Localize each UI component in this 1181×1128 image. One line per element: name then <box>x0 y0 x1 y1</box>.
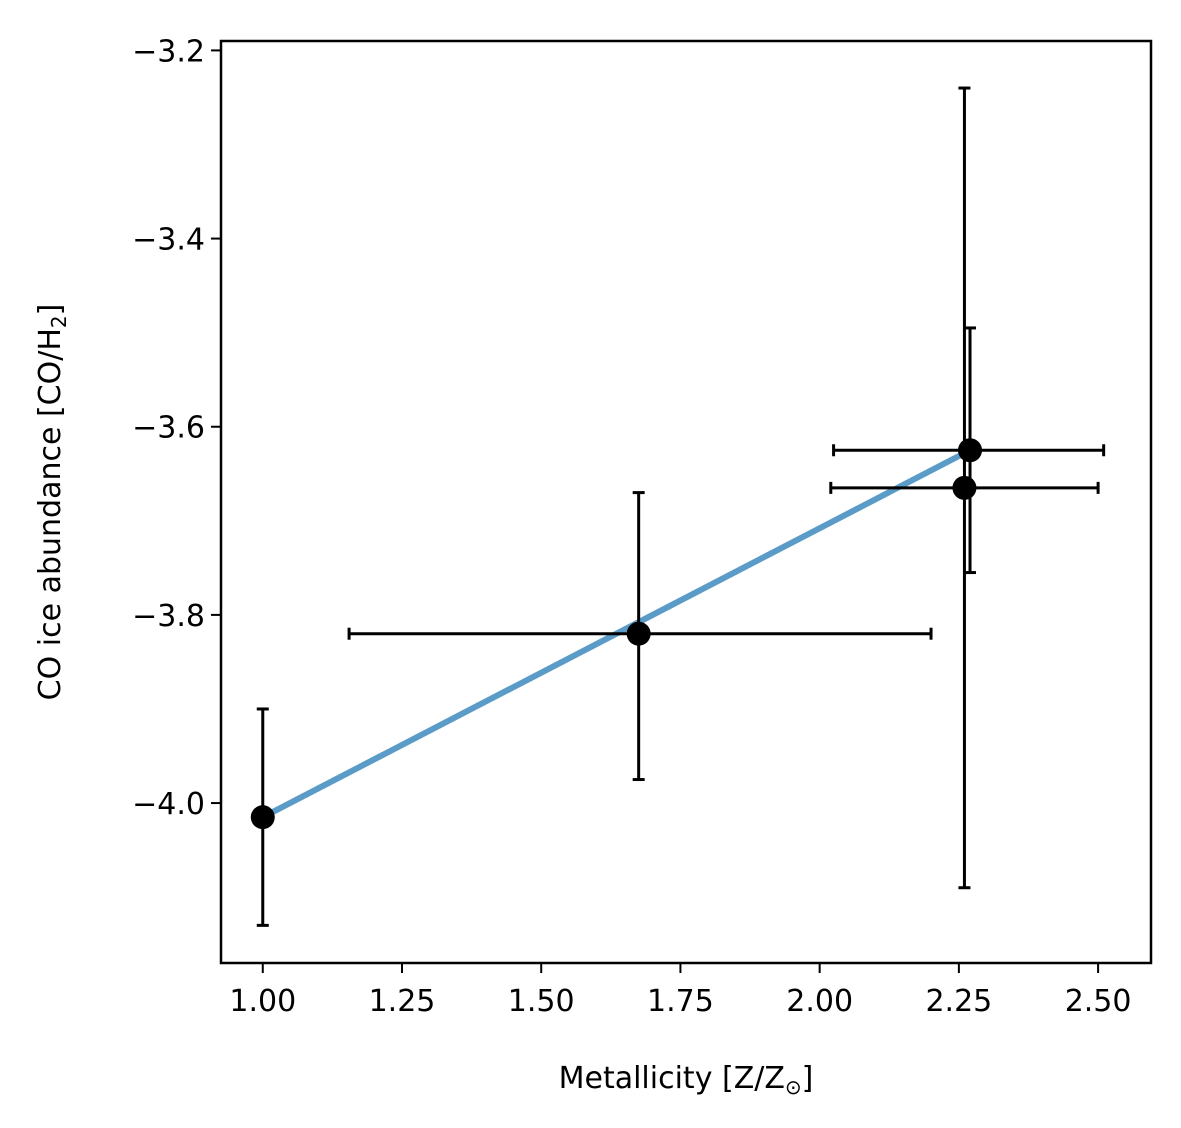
x-tick-label: 1.75 <box>647 984 714 1019</box>
y-tick-label: −3.4 <box>132 223 205 258</box>
points-layer <box>250 86 1106 927</box>
x-tick-label: 1.00 <box>229 984 296 1019</box>
point-marker <box>952 475 977 500</box>
x-tick-label: 1.50 <box>508 984 575 1019</box>
data-point <box>832 326 1106 575</box>
point-marker <box>250 805 275 830</box>
y-tick-label: −3.8 <box>132 599 205 634</box>
y-tick-label: −3.2 <box>132 34 205 69</box>
y-axis-label: CO ice abundance [CO/H2] <box>33 304 71 701</box>
point-marker <box>958 438 983 463</box>
x-axis-ticks: 1.00 1.25 1.50 1.75 2.00 2.25 2.50 <box>229 963 1131 1019</box>
x-tick-label: 1.25 <box>369 984 436 1019</box>
data-point <box>829 86 1100 890</box>
point-marker <box>626 621 651 646</box>
plot-frame <box>219 39 1153 965</box>
data-point <box>250 707 275 927</box>
data-point <box>347 491 933 782</box>
x-tick-label: 2.50 <box>1065 984 1132 1019</box>
y-tick-label: −4.0 <box>132 787 205 822</box>
y-axis-ticks: −4.0 −3.8 −3.6 −3.4 −3.2 <box>132 34 221 822</box>
x-axis-label: Metallicity [Z/Z⊙] <box>559 1061 814 1099</box>
x-tick-label: 2.00 <box>786 984 853 1019</box>
y-tick-label: −3.6 <box>132 411 205 446</box>
x-tick-label: 2.25 <box>925 984 992 1019</box>
